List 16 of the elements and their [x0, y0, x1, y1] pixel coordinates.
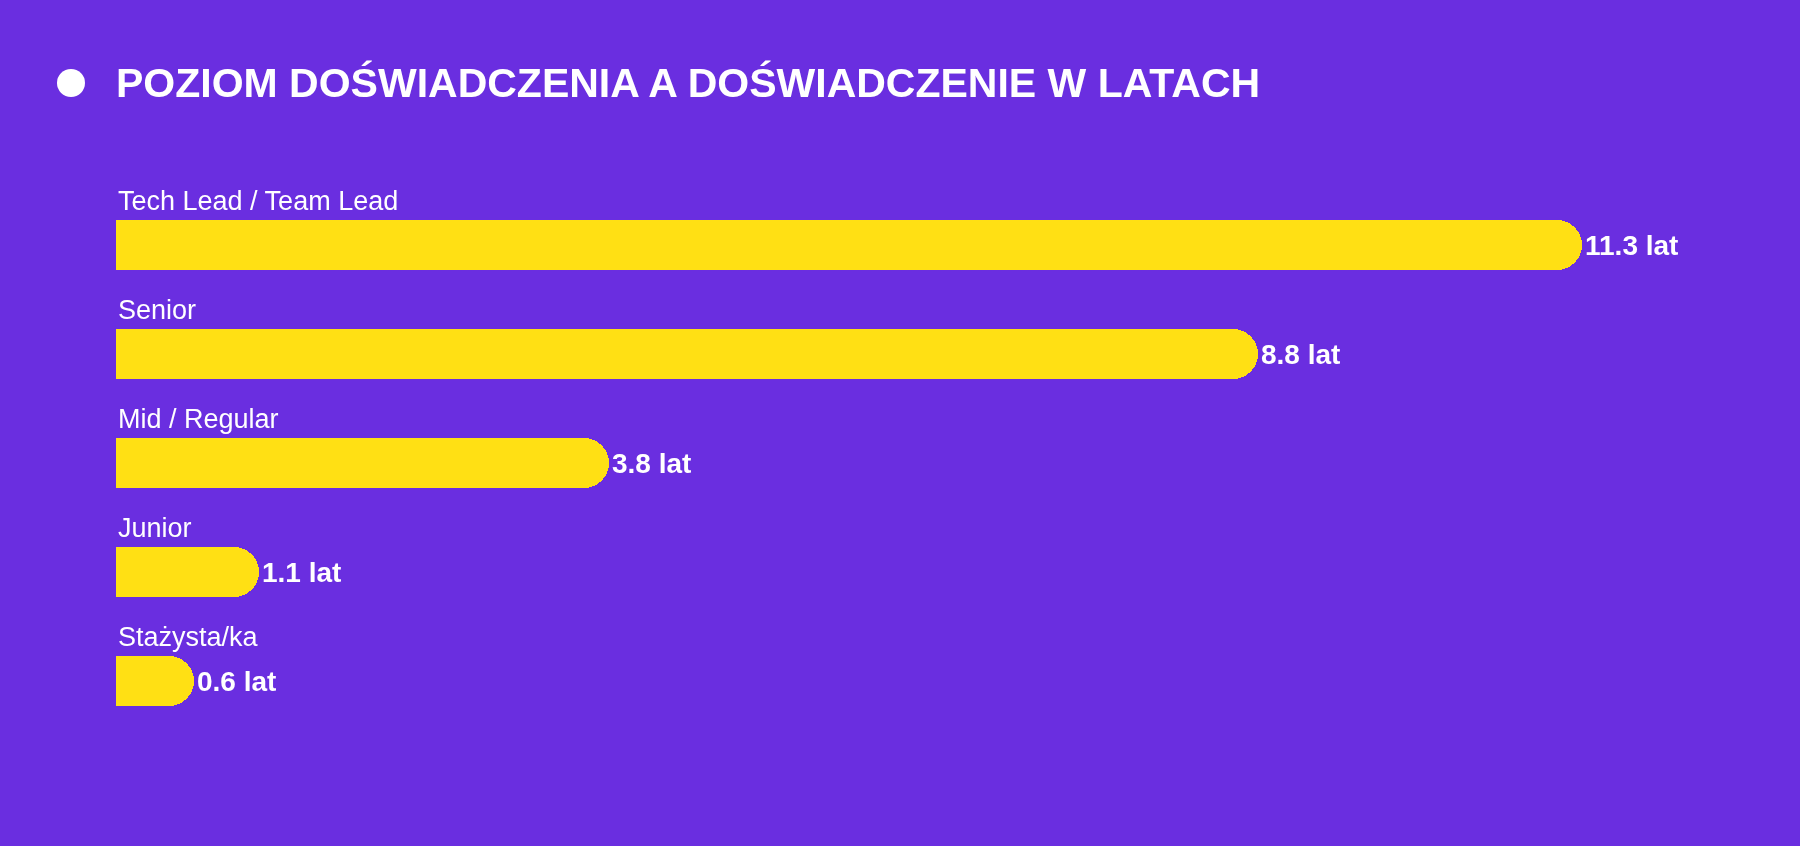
data-label: 8.8 lat [1261, 338, 1341, 370]
y-tick-label: Tech Lead / Team Lead [118, 186, 399, 216]
bar [116, 329, 1258, 379]
bar [116, 220, 1582, 270]
bar [116, 438, 609, 488]
y-tick-label: Stażysta/ka [118, 622, 259, 652]
data-label: 11.3 lat [1585, 229, 1679, 261]
data-label: 0.6 lat [197, 665, 277, 697]
bar [116, 547, 259, 597]
y-tick-label: Junior [118, 513, 192, 543]
data-label: 3.8 lat [612, 447, 692, 479]
bar [116, 656, 194, 706]
chart-title: POZIOM DOŚWIADCZENIA A DOŚWIADCZENIE W LATACH [116, 60, 1261, 107]
data-label: 1.1 lat [262, 556, 342, 588]
y-tick-label: Mid / Regular [118, 404, 279, 434]
y-tick-label: Senior [118, 295, 197, 325]
